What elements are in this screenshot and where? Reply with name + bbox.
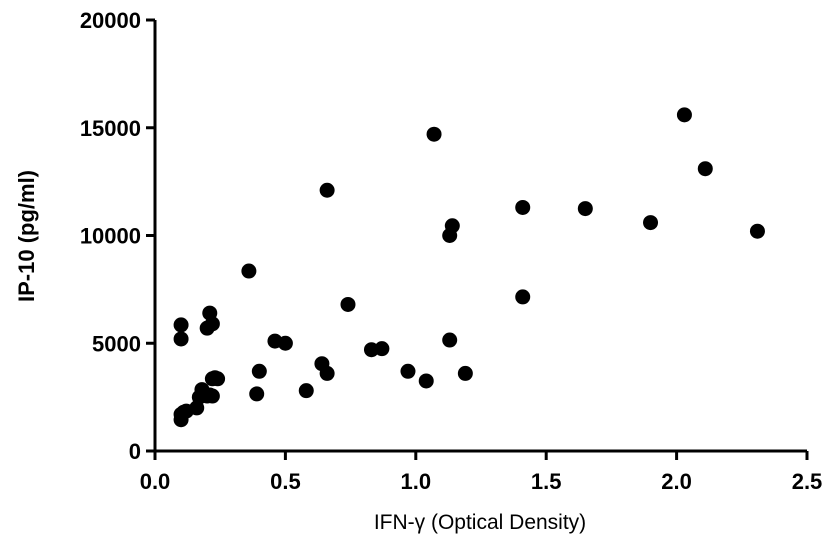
x-tick-label: 2.0 (661, 469, 692, 494)
data-point (643, 215, 659, 231)
x-tick-label: 0.0 (140, 469, 171, 494)
data-point (204, 388, 220, 404)
data-points (173, 107, 765, 428)
data-point (442, 332, 458, 348)
y-tick-label: 5000 (92, 331, 141, 356)
data-point (277, 335, 293, 351)
data-point (444, 218, 460, 234)
axes: 0.0 0.5 1.0 1.5 2.0 2.5 0 5000 10000 15000 20000 (80, 8, 822, 494)
y-tick-label: 0 (129, 439, 141, 464)
data-point (515, 289, 531, 305)
data-point (249, 386, 265, 402)
data-point (251, 363, 267, 379)
data-point (340, 296, 356, 312)
y-tick-label: 10000 (80, 224, 141, 249)
data-point (319, 365, 335, 381)
data-point (697, 161, 713, 177)
data-point (457, 365, 473, 381)
data-point (426, 126, 442, 142)
data-point (298, 383, 314, 399)
data-point (400, 363, 416, 379)
data-point (577, 201, 593, 217)
y-tick-label: 15000 (80, 116, 141, 141)
data-point (749, 223, 765, 239)
x-tick-label: 1.5 (531, 469, 562, 494)
y-tick-label: 20000 (80, 8, 141, 33)
x-tick-label: 2.5 (792, 469, 823, 494)
data-point (173, 317, 189, 333)
data-point (418, 373, 434, 389)
data-point (676, 107, 692, 123)
data-point (204, 316, 220, 332)
data-point (241, 263, 257, 279)
x-tick-label: 1.0 (401, 469, 432, 494)
data-point (173, 331, 189, 347)
data-point (210, 371, 226, 387)
data-point (319, 182, 335, 198)
x-tick-label: 0.5 (270, 469, 301, 494)
x-axis-title: IFN-γ (Optical Density) (374, 511, 586, 534)
data-point (374, 341, 390, 357)
data-point (515, 199, 531, 215)
y-axis-title: IP-10 (pg/ml) (14, 170, 39, 302)
